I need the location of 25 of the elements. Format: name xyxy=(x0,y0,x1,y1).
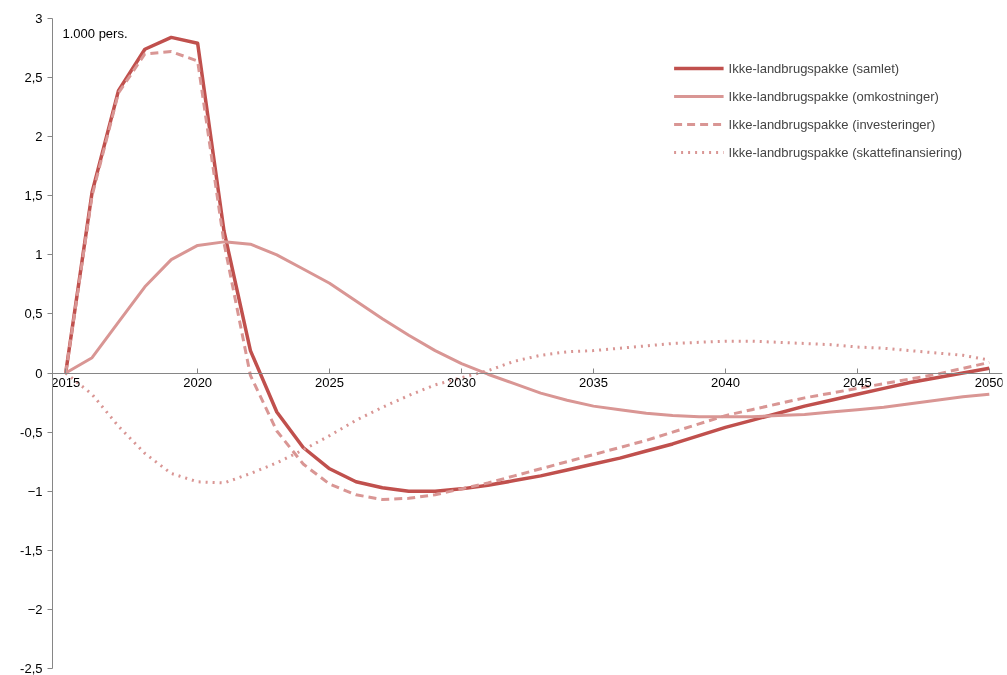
y-tick-label: -1,5 xyxy=(20,542,43,558)
legend-label: Ikke-landbrugspakke (samlet) xyxy=(728,60,900,76)
x-tick-label: 2030 xyxy=(447,375,476,391)
y-tick-label: −1 xyxy=(27,483,43,499)
y-axis-title: 1.000 pers. xyxy=(62,25,128,41)
y-tick-label: 2 xyxy=(35,129,43,145)
x-tick-label: 2040 xyxy=(710,375,740,391)
legend-label: Ikke-landbrugspakke (skattefinansiering) xyxy=(728,144,962,160)
x-tick-label: 2035 xyxy=(579,375,608,391)
y-tick-label: 3 xyxy=(35,11,43,26)
y-tick-label: -0,5 xyxy=(20,424,43,440)
y-tick-label: 2,5 xyxy=(24,70,43,86)
y-tick-label: −2 xyxy=(27,601,43,617)
x-tick-label: 2050 xyxy=(974,375,1004,391)
y-tick-label: 1,5 xyxy=(24,188,43,204)
legend-label: Ikke-landbrugspakke (omkostninger) xyxy=(728,88,939,104)
x-tick-label: 2015 xyxy=(51,375,81,391)
y-tick-label: 1 xyxy=(35,247,43,263)
x-tick-label: 2025 xyxy=(315,375,345,391)
y-tick-label: -2,5 xyxy=(20,661,43,675)
legend-label: Ikke-landbrugspakke (investeringer) xyxy=(728,116,936,132)
x-tick-label: 2020 xyxy=(183,375,213,391)
x-tick-label: 2045 xyxy=(842,375,872,391)
y-tick-label: 0 xyxy=(35,365,43,381)
y-tick-label: 0,5 xyxy=(24,306,43,322)
